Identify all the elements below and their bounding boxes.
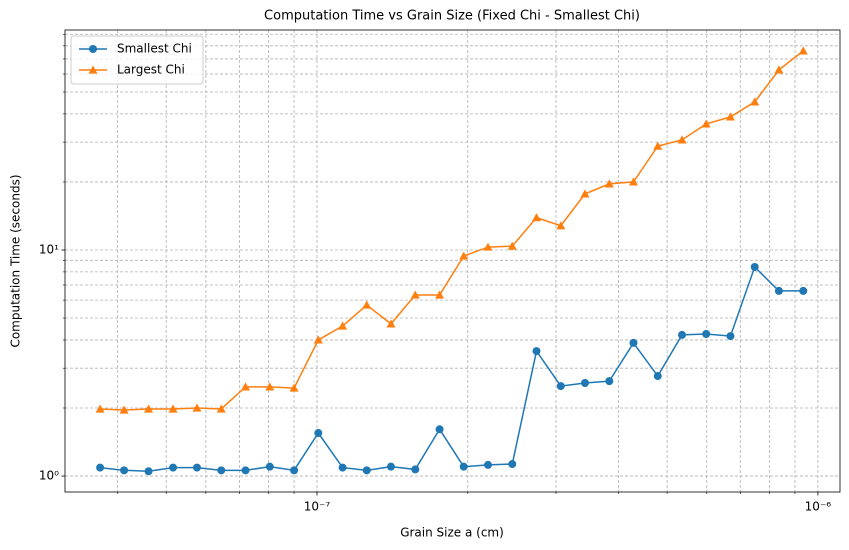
marker	[798, 46, 808, 55]
marker	[290, 466, 299, 475]
marker	[338, 463, 347, 472]
marker	[410, 290, 420, 299]
marker	[265, 382, 275, 391]
marker	[459, 251, 469, 260]
marker	[774, 65, 784, 74]
marker	[168, 404, 178, 413]
marker	[628, 177, 638, 186]
marker	[88, 65, 98, 74]
legend-label: Largest Chi	[117, 63, 185, 77]
marker	[701, 119, 711, 128]
marker	[96, 463, 105, 472]
marker	[604, 179, 614, 188]
plot-frame	[64, 29, 841, 493]
marker	[119, 405, 129, 414]
marker	[435, 425, 444, 434]
legend: Smallest Chi Largest Chi	[70, 35, 204, 85]
marker	[241, 466, 250, 475]
marker	[217, 466, 226, 475]
marker	[532, 347, 541, 356]
x-tick-label: 10⁻⁶	[805, 500, 832, 514]
marker	[169, 463, 178, 472]
marker	[678, 330, 687, 339]
marker	[289, 383, 299, 392]
marker	[750, 262, 759, 271]
marker	[508, 460, 517, 469]
marker	[774, 286, 783, 295]
y-tick-label: 10⁰	[39, 469, 59, 483]
marker	[362, 466, 371, 475]
marker	[507, 241, 517, 250]
marker	[750, 97, 760, 106]
marker	[556, 221, 566, 230]
marker	[531, 213, 541, 222]
marker	[629, 338, 638, 347]
marker	[484, 460, 493, 469]
marker	[95, 404, 105, 413]
x-axis-label: Grain Size a (cm)	[400, 526, 504, 540]
marker	[483, 242, 493, 251]
marker	[265, 462, 274, 471]
y-axis-label: Computation Time (seconds)	[9, 174, 23, 347]
chart-title: Computation Time vs Grain Size (Fixed Ch…	[264, 9, 640, 24]
marker	[144, 404, 154, 413]
series-line	[100, 265, 804, 473]
marker	[314, 429, 323, 438]
marker	[362, 300, 372, 309]
marker	[556, 382, 565, 391]
marker	[580, 378, 589, 387]
marker	[799, 286, 808, 295]
legend-label: Smallest Chi	[117, 42, 192, 56]
marker	[653, 141, 663, 150]
marker	[216, 404, 226, 413]
y-tick-label: 10¹	[39, 242, 59, 256]
legend-box	[70, 35, 204, 85]
marker	[605, 377, 614, 386]
series-line	[100, 50, 804, 411]
marker	[725, 112, 735, 121]
marker	[411, 465, 420, 474]
marker	[192, 403, 202, 412]
marker	[386, 319, 396, 328]
marker	[338, 321, 348, 330]
marker	[144, 467, 153, 476]
marker	[580, 189, 590, 198]
marker	[435, 290, 445, 299]
marker	[677, 135, 687, 144]
marker	[386, 462, 395, 471]
marker	[89, 45, 97, 53]
x-tick-label: 10⁻⁷	[304, 500, 331, 514]
marker	[653, 372, 662, 381]
marker	[241, 382, 251, 391]
marker	[702, 329, 711, 338]
marker	[192, 463, 201, 472]
marker	[459, 462, 468, 471]
marker	[120, 466, 129, 475]
marker	[313, 335, 323, 344]
marker	[726, 332, 735, 341]
